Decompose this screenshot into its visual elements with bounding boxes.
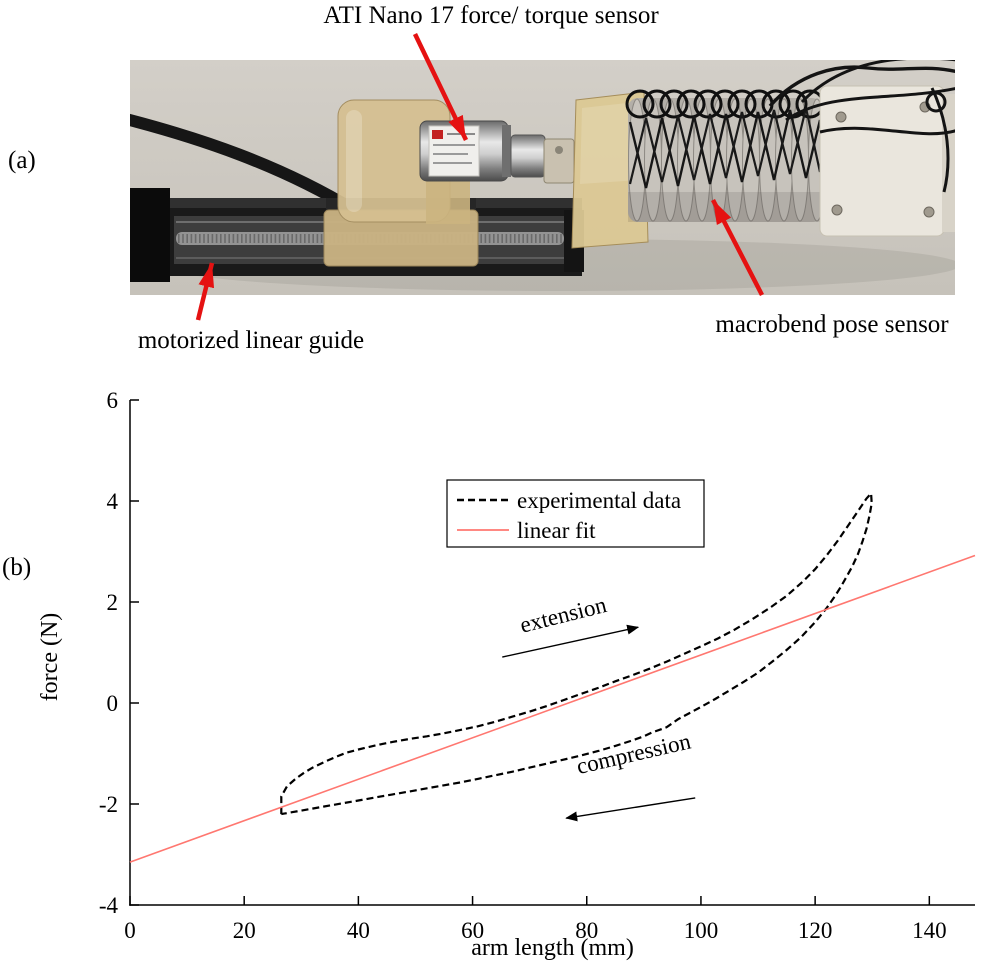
x-tick-label: 100: [684, 918, 719, 943]
y-tick-label: 6: [107, 388, 119, 413]
power-cable: [130, 113, 360, 216]
x-axis-label: arm length (mm): [471, 935, 634, 961]
x-tick-label: 60: [461, 918, 484, 943]
series-linear-fit: [129, 554, 976, 863]
x-tick-label: 140: [912, 918, 947, 943]
x-tick-label: 40: [347, 918, 370, 943]
x-tick-label: 80: [575, 918, 598, 943]
y-axis-label: force (N): [37, 613, 63, 702]
experiment-photo: [130, 60, 955, 295]
panel-b-label: (b): [2, 554, 32, 581]
legend-box: [446, 479, 705, 548]
y-tick-label: -4: [99, 893, 119, 918]
annotation-arrow: [565, 797, 696, 822]
pose-sensor-label: macrobend pose sensor: [715, 311, 949, 338]
panel-a-label: (a): [8, 147, 36, 174]
x-tick-label: 20: [233, 918, 256, 943]
y-tick-label: -2: [99, 792, 118, 817]
legend-label: linear fit: [517, 518, 596, 543]
linear-guide-label: motorized linear guide: [137, 327, 365, 354]
sensor-label-logo: [432, 130, 443, 139]
annotation-compression: compression: [574, 728, 693, 779]
macrobend-pose-sensor: [625, 89, 826, 222]
annotation-extension: extension: [517, 592, 609, 638]
x-tick-label: 120: [798, 918, 833, 943]
y-tick-label: 2: [107, 590, 119, 615]
sensor-wires: [768, 60, 955, 193]
sensor-annotation-label: ATI Nano 17 force/ torque sensor: [323, 2, 659, 29]
x-tick-label: 0: [124, 918, 136, 943]
legend-label: experimental data: [517, 488, 681, 513]
right-mount-block: [819, 85, 955, 237]
y-tick-label: 4: [107, 489, 119, 514]
experiment-photo-frame: [130, 60, 955, 295]
annotation-arrow: [502, 624, 640, 658]
y-tick-label: 0: [107, 691, 119, 716]
